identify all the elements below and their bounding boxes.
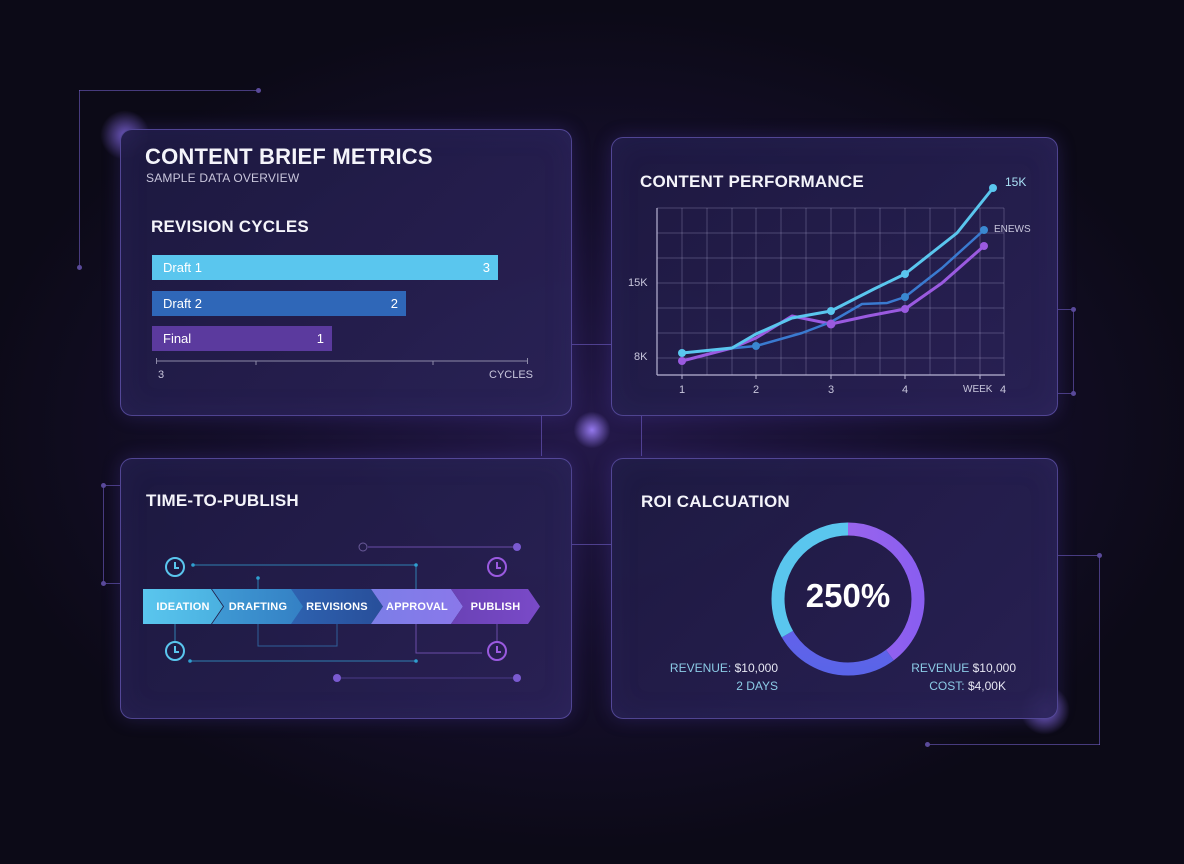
cost-key: COST: — [929, 679, 965, 693]
content-brief-metrics-card: CONTENT BRIEF METRICS SAMPLE DATA OVERVI… — [120, 129, 572, 416]
x-tick-last: 4 — [1000, 384, 1007, 396]
y-tick-15k: 15K — [628, 277, 648, 289]
stage-ideation[interactable]: IDEATION — [143, 589, 223, 624]
bar-label: Final — [163, 331, 192, 346]
section-title: REVISION CYCLES — [151, 217, 309, 236]
clock-icon — [165, 557, 185, 577]
bar-value: 1 — [316, 331, 324, 346]
clock-icon — [487, 641, 507, 661]
roi-value: 250% — [805, 577, 891, 614]
card-title: CONTENT PERFORMANCE — [640, 172, 864, 191]
roi-calculation-card: ROI CALCUATION 250% REVENUE: $10,000 2 D… — [611, 458, 1058, 719]
bar-label: Draft 1 — [163, 260, 203, 275]
x-tick-3: 3 — [828, 384, 835, 396]
clock-icon — [487, 557, 507, 577]
stage-drafting[interactable]: DRAFTING — [212, 589, 304, 624]
revenue-value: $10,000 — [734, 661, 778, 675]
performance-line-chart[interactable] — [612, 138, 1059, 417]
bar-draft-1[interactable]: Draft 1 3 — [152, 255, 498, 280]
series-label-middle: ENEWS — [994, 224, 1031, 235]
cost-value: $4,00K — [967, 679, 1006, 693]
x-tick-2: 2 — [753, 384, 760, 396]
clock-icon — [165, 641, 185, 661]
bar-label: Draft 2 — [163, 296, 203, 311]
card-title: CONTENT BRIEF METRICS — [145, 144, 433, 169]
y-tick-8k: 8K — [634, 351, 648, 363]
card-title: TIME-TO-PUBLISH — [146, 491, 299, 510]
x-tick-4: 4 — [902, 384, 909, 396]
bar-value: 2 — [390, 296, 398, 311]
time-to-publish-card — [120, 458, 572, 719]
card-title: ROI CALCUATION — [641, 492, 790, 511]
stage-revisions[interactable]: REVISIONS — [291, 589, 383, 624]
axis-left-label: 3 — [158, 369, 165, 381]
roi-right-stats: REVENUE $10,000 COST: $4,00K — [902, 659, 1016, 695]
bar-final[interactable]: Final 1 — [152, 326, 332, 351]
bar-axis — [156, 358, 528, 365]
x-axis-title: WEEK — [963, 384, 993, 395]
revenue-key: REVENUE: — [669, 661, 732, 675]
bar-value: 3 — [482, 260, 490, 275]
x-tick-1: 1 — [679, 384, 686, 396]
content-performance-card: CONTENT PERFORMANCE — [611, 137, 1058, 416]
revenue-value: $10,000 — [972, 661, 1016, 675]
axis-right-label: CYCLES — [489, 369, 534, 381]
roi-donut-chart[interactable] — [768, 519, 928, 679]
stage-approval[interactable]: APPROVAL — [371, 589, 463, 624]
roi-left-stats: REVENUE: $10,000 2 DAYS — [664, 659, 778, 695]
days-value: 2 DAYS — [736, 679, 778, 693]
card-subtitle: SAMPLE DATA OVERVIEW — [146, 171, 300, 185]
bar-draft-2[interactable]: Draft 2 2 — [152, 291, 406, 316]
revenue-key: REVENUE — [911, 661, 970, 675]
stage-publish[interactable]: PUBLISH — [451, 589, 540, 624]
series-label-top: 15K — [1005, 175, 1027, 189]
